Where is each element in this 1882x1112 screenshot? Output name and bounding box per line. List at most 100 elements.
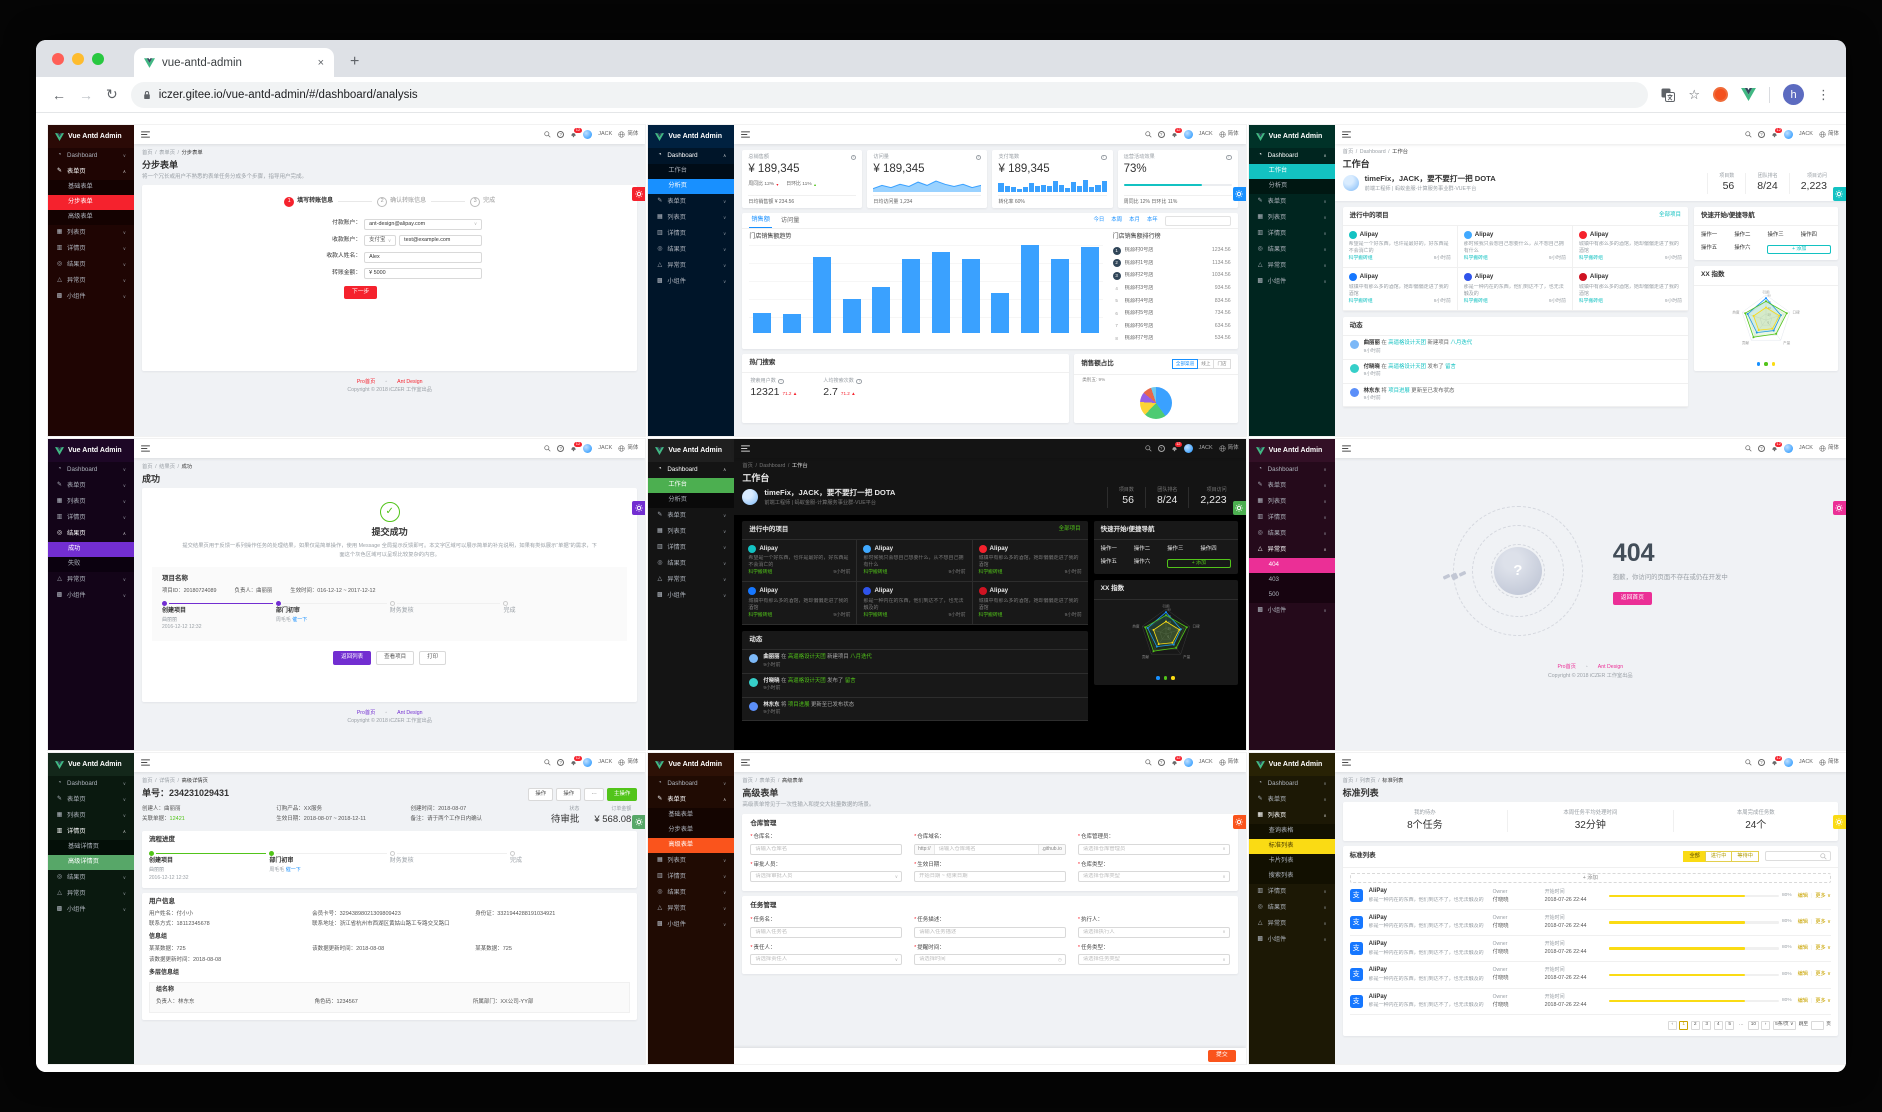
breadcrumb-item[interactable]: 表单页 <box>759 778 776 784</box>
search-icon[interactable] <box>1745 445 1752 452</box>
sidebar-item-exception[interactable]: △ 异常页 ∨ <box>648 258 734 274</box>
address-bar[interactable]: iczer.gitee.io/vue-antd-admin/#/dashboar… <box>130 81 1649 108</box>
user-avatar[interactable] <box>1183 130 1193 139</box>
theme-settings-button[interactable] <box>1232 815 1246 829</box>
theme-settings-button[interactable] <box>632 815 646 829</box>
breadcrumb-item[interactable]: Dashboard <box>759 463 786 469</box>
sidebar-item-widget[interactable]: ▩ 小组件 ∨ <box>648 588 734 604</box>
sidebar-item-widget[interactable]: ▩ 小组件 ∨ <box>648 917 734 933</box>
range-link-3[interactable]: 本年 <box>1146 217 1158 224</box>
project-group-link[interactable]: 科学搬砖组 <box>1463 298 1488 304</box>
submenu-item[interactable]: 分析页 <box>1249 179 1335 194</box>
page-button-4[interactable]: 4 <box>1713 1020 1723 1030</box>
sidebar-item-exception[interactable]: △ 异常页 ∨ <box>648 572 734 588</box>
field-input[interactable]: 请选择时间 ◷ <box>914 954 1066 966</box>
menu-fold-icon[interactable] <box>741 131 751 138</box>
search-icon[interactable] <box>1144 445 1152 452</box>
project-card[interactable]: Alipay 城镇中有那么多的酒馆，她却偏偏走进了我的酒馆 科学搬砖组 9小时前 <box>1572 268 1688 311</box>
sidebar-item-list[interactable]: ▦ 列表页 ∨ <box>48 494 134 510</box>
menu-fold-icon[interactable] <box>141 445 150 452</box>
submenu-item[interactable]: 分析页 <box>648 493 734 508</box>
sidebar-item-widget[interactable]: ▩ 小组件 ∨ <box>48 902 134 918</box>
quick-op-link-0[interactable]: 操作一 <box>1700 232 1718 239</box>
sidebar-item-dash[interactable]: ◔ Dashboard ∧ <box>1249 148 1335 164</box>
sidebar-item-dash[interactable]: ◔ Dashboard ∨ <box>48 148 134 164</box>
help-icon[interactable]: ? <box>1757 759 1765 766</box>
theme-settings-button[interactable] <box>632 501 646 515</box>
feed-link[interactable]: 高逼格设计天团 <box>1388 363 1426 370</box>
user-avatar[interactable] <box>1183 444 1193 453</box>
sidebar-item-dash[interactable]: ◔ Dashboard ∧ <box>648 462 734 478</box>
submenu-item[interactable]: 卡片列表 <box>1249 854 1335 869</box>
submit-button[interactable]: 提交 <box>1208 1049 1236 1063</box>
field-input[interactable]: 请选择责任人 ∨ <box>750 954 903 966</box>
sidebar-item-result[interactable]: ◎ 结果页 ∨ <box>648 242 734 258</box>
primary-action-button[interactable]: 主操作 <box>606 788 638 802</box>
field-input[interactable]: ant-design@alipay.com ∨ <box>364 218 483 230</box>
edit-link[interactable]: 编辑 <box>1797 918 1808 925</box>
theme-settings-button[interactable] <box>1232 501 1246 515</box>
filter-pill-1[interactable]: 进行中 <box>1704 850 1733 863</box>
sidebar-item-list[interactable]: ▦ 列表页 ∨ <box>48 808 134 824</box>
page-button-2[interactable]: 2 <box>1690 1020 1700 1030</box>
help-icon[interactable]: ? <box>1757 445 1765 452</box>
footer-link[interactable]: Pro首页 <box>1557 664 1576 670</box>
submenu-item[interactable]: 基础表单 <box>48 180 134 195</box>
field-input[interactable]: 请选择执行人 ∨ <box>1077 926 1230 938</box>
sidebar-item-result[interactable]: ◎ 结果页 ∨ <box>1249 242 1335 258</box>
project-card[interactable]: Alipay 城镇中有那么多的酒馆，她却偏偏走进了我的酒馆 科学搬砖组 9小时前 <box>972 582 1088 625</box>
sidebar-item-widget[interactable]: ▩ 小组件 ∨ <box>1249 932 1335 948</box>
extension-icon[interactable] <box>1713 87 1728 102</box>
edit-link[interactable]: 编辑 <box>1797 971 1808 978</box>
channel-2[interactable]: 门店 <box>1213 358 1231 369</box>
more-link[interactable]: 更多 ∨ <box>1815 892 1831 899</box>
range-link-1[interactable]: 本周 <box>1111 217 1123 224</box>
sidebar-item-result[interactable]: ◎ 结果页 ∨ <box>48 257 134 273</box>
range-link-2[interactable]: 本月 <box>1129 217 1140 224</box>
item-title[interactable]: AliPay <box>1368 967 1387 974</box>
search-icon[interactable] <box>1745 131 1752 138</box>
field-value[interactable]: 12421 <box>169 816 185 823</box>
submenu-item[interactable]: 分步表单 <box>648 823 734 838</box>
field-input[interactable]: Alex <box>364 251 483 263</box>
sidebar-item-list[interactable]: ▦ 列表页 ∨ <box>48 225 134 241</box>
project-group-link[interactable]: 科学搬砖组 <box>1578 298 1603 304</box>
field-input[interactable]: ¥ 5000 <box>364 268 483 280</box>
help-icon[interactable]: ? <box>557 445 565 452</box>
theme-settings-button[interactable] <box>1832 187 1846 201</box>
submenu-item[interactable]: 工作台 <box>1248 164 1335 179</box>
project-group-link[interactable]: 科学搬砖组 <box>863 570 888 576</box>
project-card[interactable]: Alipay 希望是一个好东西，也许是最好的，好东西是不会消亡的 科学搬砖组 9小时前 <box>1342 226 1458 269</box>
help-icon[interactable]: ? <box>557 131 565 138</box>
notification-bell[interactable]: 12 <box>570 755 582 766</box>
close-window-button[interactable] <box>52 52 64 65</box>
page-button-1[interactable]: 1 <box>1679 1020 1689 1030</box>
reload-button[interactable]: ↻ <box>106 86 118 102</box>
footer-link[interactable]: Pro首页 <box>356 378 376 385</box>
language-switch[interactable]: 简体 <box>1819 445 1839 452</box>
feed-link[interactable]: 留言 <box>844 677 856 684</box>
breadcrumb-item[interactable]: 首页 <box>742 778 753 784</box>
sidebar-item-form[interactable]: ✎ 表单页 ∨ <box>1249 478 1335 494</box>
language-switch[interactable]: 简体 <box>618 131 638 138</box>
project-card[interactable]: Alipay 城镇中有那么多的酒馆，她却偏偏走进了我的酒馆 科学搬砖组 9小时前 <box>742 582 858 625</box>
back-to-list-button[interactable]: 返回列表 <box>333 650 372 666</box>
browser-tab[interactable]: vue-antd-admin × <box>134 48 334 77</box>
quick-op-link-3[interactable]: 操作四 <box>1200 546 1217 553</box>
submenu-item[interactable]: 高级表单 <box>48 210 134 225</box>
submenu-item[interactable]: 工作台 <box>648 164 734 179</box>
sidebar-item-result[interactable]: ◎ 结果页 ∧ <box>48 526 134 542</box>
sidebar-item-exception[interactable]: △ 异常页 ∨ <box>1249 916 1335 932</box>
menu-fold-icon[interactable] <box>1341 759 1351 766</box>
project-group-link[interactable]: 科学搬砖组 <box>1348 256 1373 262</box>
notification-bell[interactable]: 12 <box>1771 127 1783 138</box>
theme-settings-button[interactable] <box>632 187 646 201</box>
theme-settings-button[interactable] <box>1832 501 1846 515</box>
bookmark-star-icon[interactable]: ☆ <box>1688 86 1700 102</box>
breadcrumb-item[interactable]: 列表页 <box>1359 778 1376 784</box>
sidebar-item-dash[interactable]: ◔ Dashboard ∨ <box>48 462 134 478</box>
sidebar-item-widget[interactable]: ▩ 小组件 ∨ <box>48 289 134 305</box>
page-button-‹[interactable]: ‹ <box>1667 1020 1677 1030</box>
footer-link[interactable]: Ant Design <box>1597 664 1624 670</box>
menu-fold-icon[interactable] <box>141 131 150 138</box>
